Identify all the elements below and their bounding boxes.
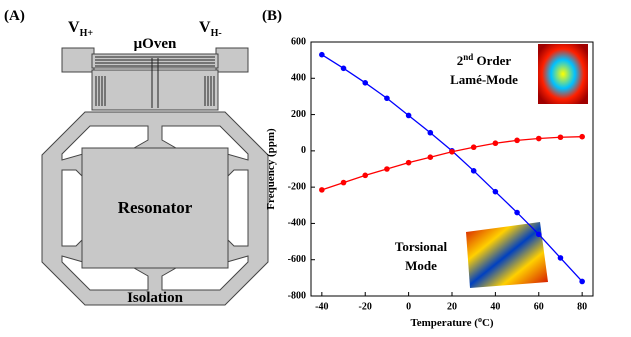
panel-label: (B) xyxy=(262,8,282,24)
x-tick-label: 60 xyxy=(534,301,544,312)
x-axis-label: Temperature (oC) xyxy=(410,315,493,329)
data-point xyxy=(362,173,368,179)
oven-label: μOven xyxy=(134,36,177,52)
x-tick-label: -40 xyxy=(315,301,328,312)
oven-block xyxy=(92,70,218,110)
data-point xyxy=(406,160,412,166)
data-point xyxy=(579,279,585,285)
data-point xyxy=(384,95,390,101)
y-tick-label: -400 xyxy=(288,218,306,229)
torsional-annotation: Mode xyxy=(405,258,437,273)
pad xyxy=(216,48,248,72)
x-tick-label: 40 xyxy=(490,301,500,312)
data-point xyxy=(514,210,520,216)
data-point xyxy=(428,130,434,136)
data-point xyxy=(362,80,368,86)
data-point xyxy=(471,168,477,174)
data-point xyxy=(536,136,542,142)
y-tick-label: -200 xyxy=(288,181,306,192)
panel-label: (A) xyxy=(4,8,25,24)
data-point xyxy=(428,154,434,160)
data-point xyxy=(493,189,499,195)
data-point xyxy=(384,166,390,172)
lame-inset xyxy=(538,44,588,104)
y-tick-label: 400 xyxy=(291,73,306,84)
y-tick-label: -800 xyxy=(288,290,306,301)
x-tick-label: 20 xyxy=(447,301,457,312)
data-point xyxy=(558,255,564,261)
x-tick-label: -20 xyxy=(359,301,372,312)
data-point xyxy=(406,113,412,119)
figure: (A) VH+ VH- μOven Resonator Isolation xyxy=(0,0,631,332)
data-point xyxy=(319,52,325,58)
data-point xyxy=(493,140,499,146)
data-point xyxy=(341,66,347,72)
torsional-annotation: Torsional xyxy=(395,239,448,254)
data-point xyxy=(514,138,520,144)
y-tick-label: 0 xyxy=(301,145,306,156)
data-point xyxy=(536,232,542,238)
v-minus: VH- xyxy=(199,19,222,39)
data-point xyxy=(558,134,564,140)
v-plus: VH+ xyxy=(68,19,93,39)
y-tick-label: 200 xyxy=(291,109,306,120)
y-tick-label: -600 xyxy=(288,254,306,265)
data-point xyxy=(579,134,585,140)
x-tick-label: 0 xyxy=(406,301,411,312)
x-tick-label: 80 xyxy=(577,301,587,312)
panel-b: (B) Frequency (ppm) Temperature (oC) 2nd… xyxy=(262,8,593,329)
series-line xyxy=(322,137,582,190)
resonator-label: Resonator xyxy=(118,198,193,217)
data-point xyxy=(471,144,477,150)
y-tick-label: 600 xyxy=(291,36,306,47)
data-point xyxy=(449,149,455,155)
data-point xyxy=(341,180,347,186)
data-point xyxy=(319,187,325,193)
pad xyxy=(62,48,94,72)
y-axis-label: Frequency (ppm) xyxy=(265,128,277,210)
lame-annotation: Lamé-Mode xyxy=(450,72,518,87)
isolation-label: Isolation xyxy=(127,290,184,306)
lame-annotation: 2nd Order xyxy=(457,52,512,68)
panel-a: (A) VH+ VH- μOven Resonator Isolation xyxy=(4,8,268,306)
